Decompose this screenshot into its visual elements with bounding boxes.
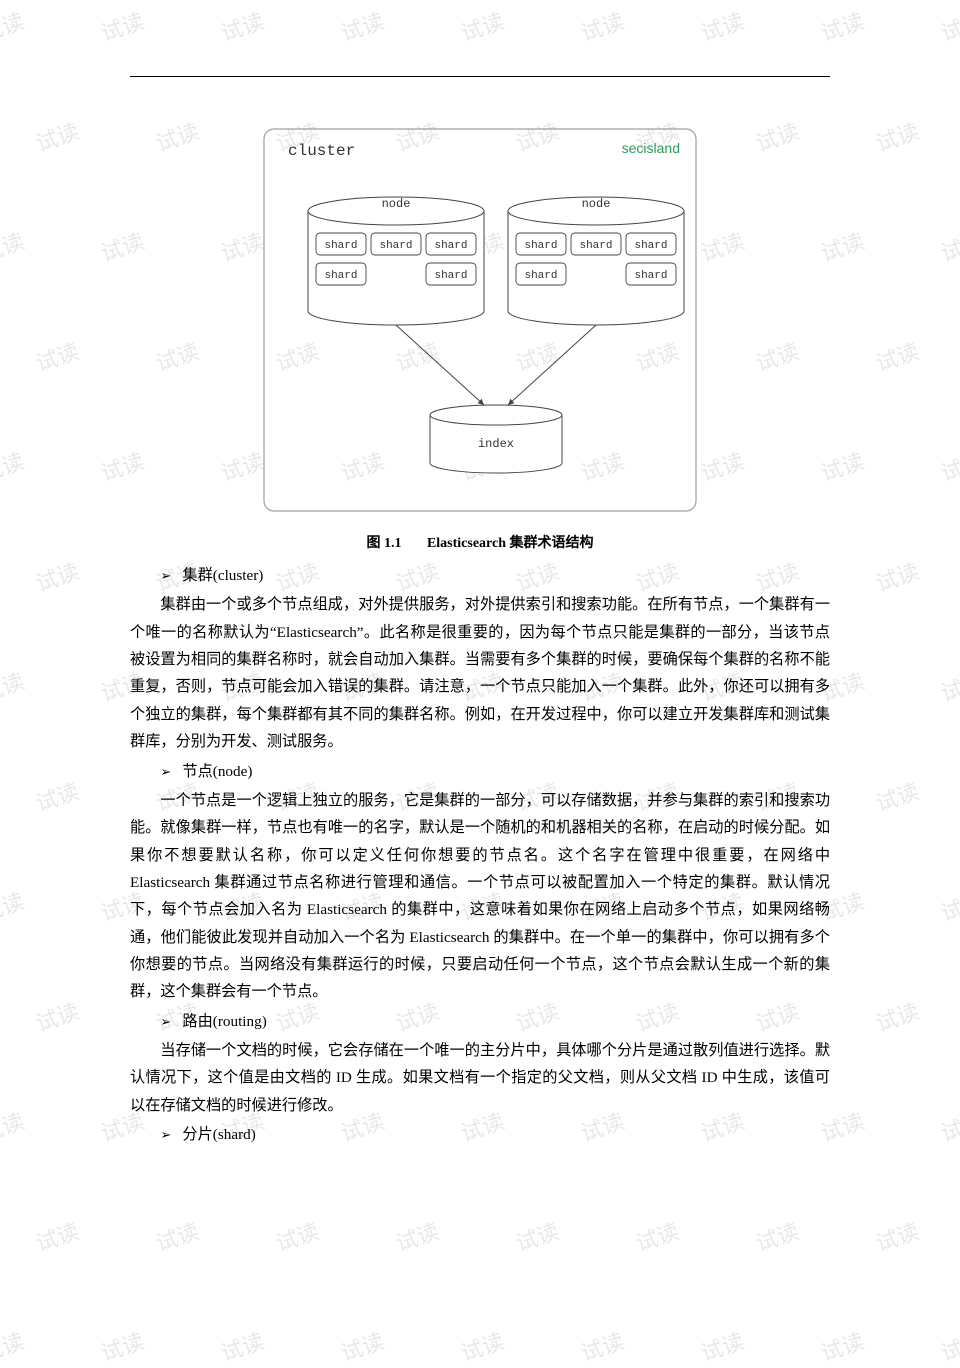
- bullet-arrow-icon: ➢: [160, 1010, 182, 1033]
- watermark-text: 试读: [31, 554, 83, 598]
- watermark-text: 试读: [31, 774, 83, 818]
- bullet-title: 路由(routing): [182, 1013, 266, 1030]
- svg-text:index: index: [478, 437, 514, 451]
- watermark-text: 试读: [0, 884, 28, 928]
- watermark-text: 试读: [456, 4, 508, 48]
- watermark-text: 试读: [936, 884, 960, 928]
- watermark-text: 试读: [96, 4, 148, 48]
- watermark-text: 试读: [31, 994, 83, 1038]
- watermark-text: 试读: [456, 1324, 508, 1368]
- section-bullet: ➢分片(shard): [160, 1121, 830, 1148]
- watermark-text: 试读: [0, 1324, 28, 1368]
- watermark-text: 试读: [871, 114, 923, 158]
- watermark-text: 试读: [216, 1324, 268, 1368]
- bullet-title: 分片(shard): [182, 1126, 255, 1143]
- svg-text:shard: shard: [324, 270, 357, 282]
- watermark-text: 试读: [871, 554, 923, 598]
- bullet-arrow-icon: ➢: [160, 564, 182, 587]
- watermark-text: 试读: [816, 1324, 868, 1368]
- svg-text:node: node: [382, 197, 411, 211]
- section-bullet: ➢节点(node): [160, 758, 830, 785]
- watermark-text: 试读: [271, 1214, 323, 1258]
- watermark-text: 试读: [96, 1324, 148, 1368]
- body-paragraph: 一个节点是一个逻辑上独立的服务，它是集群的一部分，可以存储数据，并参与集群的索引…: [130, 787, 830, 1006]
- cluster-diagram: cluster secisland node shard shard shard shard…: [260, 125, 700, 515]
- watermark-text: 试读: [31, 1214, 83, 1258]
- watermark-text: 试读: [631, 1214, 683, 1258]
- svg-text:node: node: [582, 197, 611, 211]
- watermark-text: 试读: [0, 224, 28, 268]
- watermark-text: 试读: [0, 664, 28, 708]
- top-rule: [130, 76, 830, 77]
- figure-caption: 图 1.1 Elasticsearch 集群术语结构: [130, 532, 830, 552]
- svg-text:secisland: secisland: [622, 140, 680, 156]
- watermark-text: 试读: [871, 994, 923, 1038]
- watermark-text: 试读: [31, 334, 83, 378]
- svg-text:shard: shard: [379, 240, 412, 252]
- figure-title: Elasticsearch 集群术语结构: [427, 536, 594, 551]
- svg-text:shard: shard: [324, 240, 357, 252]
- svg-text:shard: shard: [579, 240, 612, 252]
- watermark-text: 试读: [0, 4, 28, 48]
- watermark-text: 试读: [936, 1324, 960, 1368]
- bullet-arrow-icon: ➢: [160, 1123, 182, 1146]
- watermark-text: 试读: [336, 4, 388, 48]
- watermark-text: 试读: [0, 1104, 28, 1148]
- watermark-text: 试读: [816, 4, 868, 48]
- watermark-text: 试读: [216, 4, 268, 48]
- watermark-text: 试读: [511, 1214, 563, 1258]
- section-bullet: ➢路由(routing): [160, 1008, 830, 1035]
- watermark-text: 试读: [936, 4, 960, 48]
- watermark-text: 试读: [0, 444, 28, 488]
- watermark-text: 试读: [751, 1214, 803, 1258]
- bullet-arrow-icon: ➢: [160, 760, 182, 783]
- svg-text:shard: shard: [634, 240, 667, 252]
- watermark-text: 试读: [936, 444, 960, 488]
- body-paragraph: 当存储一个文档的时候，它会存储在一个唯一的主分片中，具体哪个分片是通过散列值进行…: [130, 1037, 830, 1119]
- svg-text:shard: shard: [524, 240, 557, 252]
- body-text: ➢集群(cluster)集群由一个或多个节点组成，对外提供服务，对外提供索引和搜…: [130, 562, 830, 1149]
- svg-text:shard: shard: [634, 270, 667, 282]
- body-paragraph: 集群由一个或多个节点组成，对外提供服务，对外提供索引和搜索功能。在所有节点，一个…: [130, 591, 830, 755]
- svg-text:cluster: cluster: [288, 142, 355, 160]
- watermark-text: 试读: [576, 4, 628, 48]
- watermark-text: 试读: [696, 4, 748, 48]
- watermark-text: 试读: [391, 1214, 443, 1258]
- watermark-text: 试读: [936, 664, 960, 708]
- svg-text:shard: shard: [524, 270, 557, 282]
- bullet-title: 节点(node): [182, 763, 252, 780]
- page-content: cluster secisland node shard shard shard shard…: [130, 76, 830, 1151]
- svg-text:shard: shard: [434, 270, 467, 282]
- watermark-text: 试读: [871, 774, 923, 818]
- bullet-title: 集群(cluster): [182, 567, 263, 584]
- figure-label: 图 1.1: [366, 536, 401, 551]
- watermark-text: 试读: [576, 1324, 628, 1368]
- svg-text:shard: shard: [434, 240, 467, 252]
- watermark-text: 试读: [871, 1214, 923, 1258]
- watermark-text: 试读: [871, 334, 923, 378]
- watermark-text: 试读: [31, 114, 83, 158]
- watermark-text: 试读: [936, 224, 960, 268]
- watermark-text: 试读: [696, 1324, 748, 1368]
- cluster-diagram-wrap: cluster secisland node shard shard shard shard…: [130, 125, 830, 520]
- watermark-text: 试读: [336, 1324, 388, 1368]
- watermark-text: 试读: [936, 1104, 960, 1148]
- watermark-text: 试读: [151, 1214, 203, 1258]
- section-bullet: ➢集群(cluster): [160, 562, 830, 589]
